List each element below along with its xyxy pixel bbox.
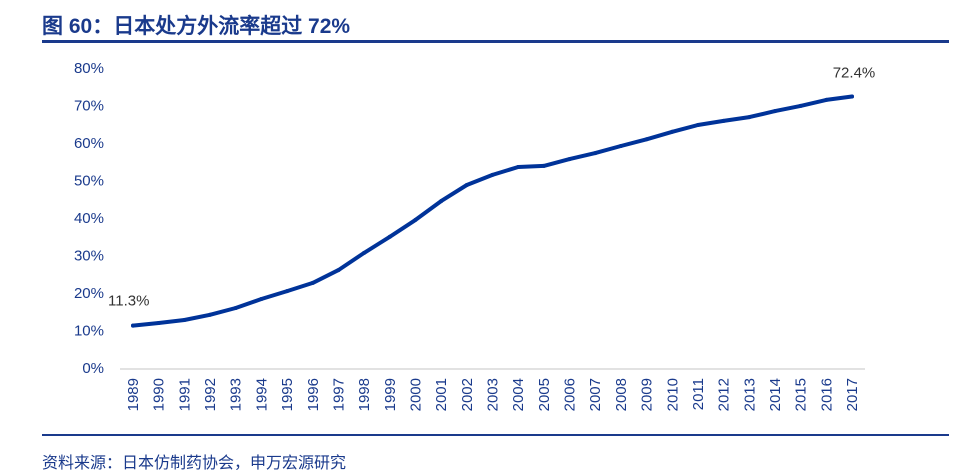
data-point [644,137,649,142]
x-tick-label: 1990 [151,378,168,411]
y-tick-label: 20% [74,285,104,302]
y-tick-label: 50% [74,173,104,190]
data-point [490,172,495,177]
data-point [208,312,213,317]
data-point [156,321,161,325]
data-point [721,118,726,123]
data-point [593,151,598,156]
x-tick-label: 2016 [818,378,835,411]
x-tick-label: 2002 [459,378,476,411]
x-tick-label: 2011 [690,378,707,410]
x-tick-label: 2013 [741,378,758,411]
x-tick-label: 2014 [767,378,784,411]
x-tick-label: 2008 [613,378,630,411]
x-tick-label: 1998 [356,378,373,411]
data-point [413,217,418,222]
x-tick-label: 1992 [202,378,219,411]
source-note: 资料来源：日本仿制药协会，申万宏源研究 [42,455,347,472]
data-point [567,157,572,162]
figure-title: 图 60：日本处方外流率超过 72% [42,15,351,38]
x-tick-label: 2012 [716,378,733,411]
data-point [439,199,444,204]
data-point [285,289,290,294]
y-tick-label: 10% [74,323,104,340]
x-tick-label: 2010 [664,378,681,411]
source-divider [42,434,949,436]
x-tick-label: 1991 [176,378,193,411]
data-label: 72.4% [833,65,876,82]
x-tick-label: 2017 [844,378,861,411]
data-point [233,306,238,310]
data-point [516,165,521,169]
data-point [798,103,803,108]
y-tick-label: 0% [82,360,104,377]
x-tick-label: 1997 [330,378,347,411]
data-point [131,323,135,328]
data-series-line [131,94,854,328]
y-tick-label: 40% [74,210,104,227]
x-tick-label: 1995 [279,378,296,411]
data-point [362,250,367,255]
data-point [747,115,752,120]
x-tick-label: 1996 [305,378,322,411]
data-point [772,109,777,114]
data-label: 11.3% [108,293,149,310]
x-tick-label: 2000 [407,378,424,411]
x-tick-label: 2003 [485,378,502,411]
y-tick-label: 80% [74,60,104,77]
x-tick-label: 1993 [228,378,245,411]
x-tick-label: 2007 [587,378,604,411]
x-tick-label: 1989 [125,378,142,411]
y-tick-label: 70% [74,98,104,115]
data-point [541,163,546,168]
data-point [618,144,623,148]
x-tick-label: 2015 [793,378,810,411]
x-tick-label: 1999 [382,378,399,411]
x-tick-label: 2004 [510,378,527,411]
data-point [182,318,187,322]
y-tick-label: 60% [74,135,104,152]
data-point [464,183,469,187]
data-point [336,268,341,273]
data-point [850,94,854,99]
data-point [695,123,700,127]
title-divider [42,40,949,43]
data-point [670,129,675,134]
data-point [259,297,264,301]
data-point [824,97,829,102]
y-tick-label: 30% [74,248,104,265]
data-point [387,234,392,239]
x-tick-label: 2009 [639,378,656,411]
x-tick-label: 2001 [433,378,450,411]
x-tick-label: 2005 [536,378,553,411]
x-tick-label: 2006 [562,378,579,411]
x-tick-label: 1994 [253,378,270,411]
data-point [310,280,315,285]
